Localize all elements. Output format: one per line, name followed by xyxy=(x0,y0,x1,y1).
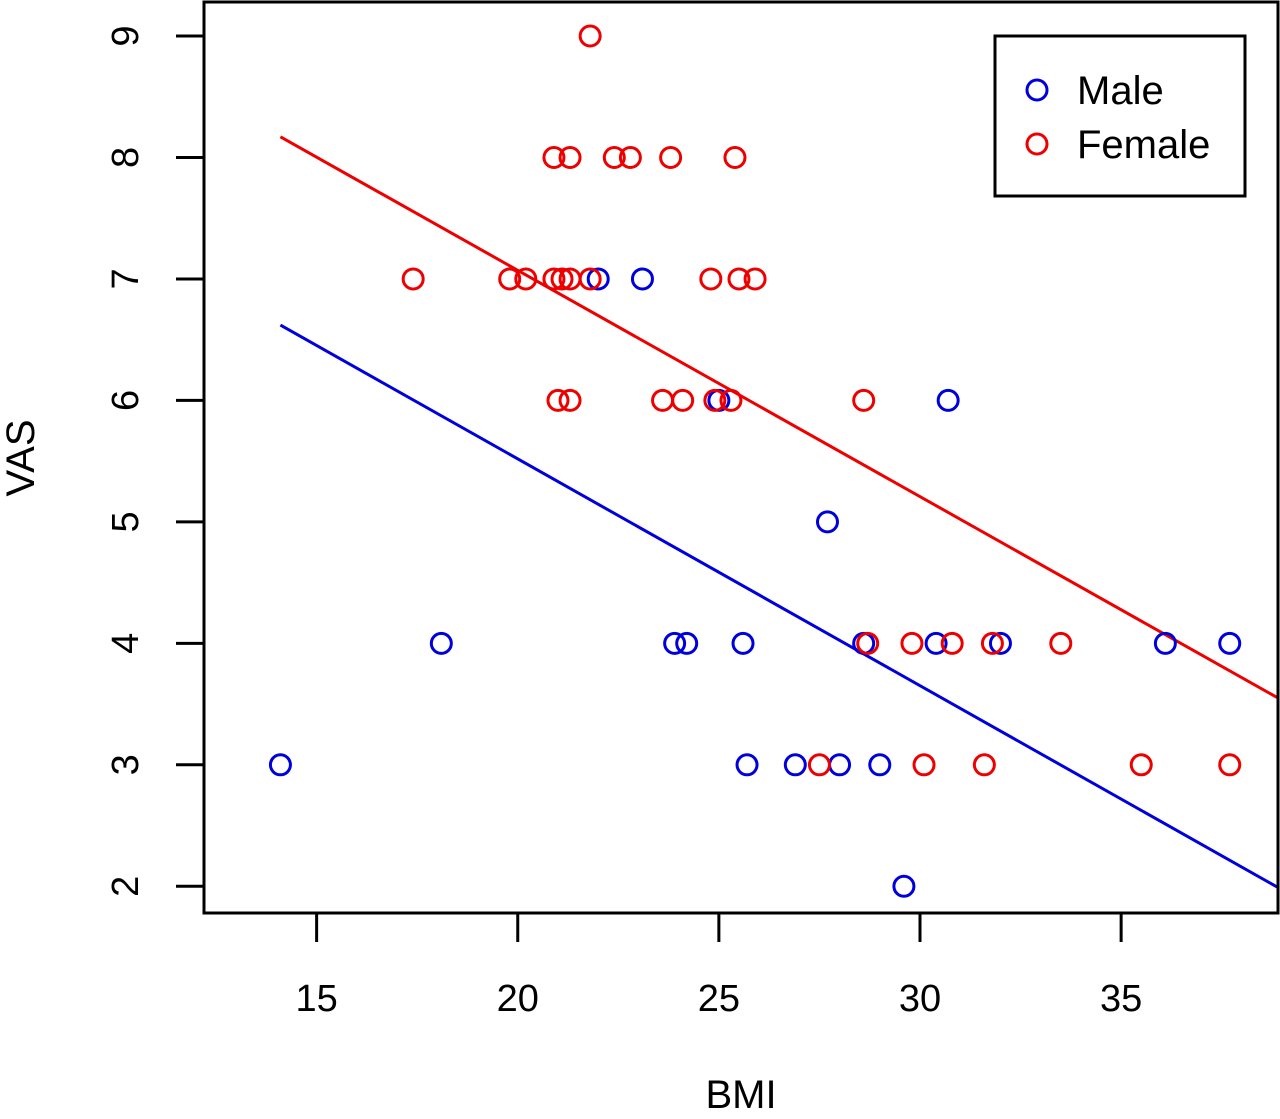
point-female xyxy=(558,388,582,412)
point-female xyxy=(550,267,574,291)
point-male xyxy=(868,753,892,777)
y-tick-label: 2 xyxy=(105,876,147,897)
point-female xyxy=(401,267,425,291)
point-male xyxy=(924,631,948,655)
point-female xyxy=(542,145,566,169)
point-female xyxy=(900,631,924,655)
y-axis: 2 3 4 5 6 7 8 9 xyxy=(105,25,204,897)
legend-box xyxy=(993,34,1247,198)
point-female xyxy=(972,753,996,777)
point-female xyxy=(671,388,695,412)
y-tick-label: 9 xyxy=(105,25,147,46)
point-female xyxy=(578,24,602,48)
fit-line-male xyxy=(279,323,1278,889)
x-axis-title: BMI xyxy=(705,1073,776,1117)
point-female xyxy=(703,388,727,412)
point-male xyxy=(429,631,453,655)
point-female xyxy=(542,267,566,291)
point-female xyxy=(852,388,876,412)
plot-frame xyxy=(202,0,1280,915)
y-tick-label: 7 xyxy=(105,268,147,289)
point-male xyxy=(988,631,1012,655)
point-male xyxy=(731,631,755,655)
point-female xyxy=(1129,753,1153,777)
legend-marker-male xyxy=(1025,78,1049,102)
point-female xyxy=(912,753,936,777)
point-female xyxy=(723,145,747,169)
point-female xyxy=(498,267,522,291)
point-male xyxy=(828,753,852,777)
point-male xyxy=(1218,631,1242,655)
point-female xyxy=(727,267,751,291)
point-female xyxy=(546,388,570,412)
y-tick-label: 5 xyxy=(105,511,147,532)
point-male xyxy=(268,753,292,777)
point-male xyxy=(586,267,610,291)
x-tick-label: 15 xyxy=(295,978,337,1020)
legend: Male Female xyxy=(993,34,1247,198)
point-male xyxy=(892,874,916,898)
x-tick-label: 25 xyxy=(698,978,740,1020)
point-female xyxy=(651,388,675,412)
x-tick-label: 35 xyxy=(1100,978,1142,1020)
point-female xyxy=(980,631,1004,655)
y-tick-label: 8 xyxy=(105,147,147,168)
y-tick-label: 4 xyxy=(105,633,147,654)
fit-lines xyxy=(279,135,1278,889)
point-female xyxy=(659,145,683,169)
x-tick-label: 30 xyxy=(899,978,941,1020)
point-female xyxy=(602,145,626,169)
y-tick-label: 3 xyxy=(105,754,147,775)
point-male xyxy=(630,267,654,291)
point-female xyxy=(1049,631,1073,655)
point-female xyxy=(719,388,743,412)
point-male xyxy=(675,631,699,655)
point-female xyxy=(558,145,582,169)
point-male xyxy=(663,631,687,655)
point-male xyxy=(783,753,807,777)
x-tick-label: 20 xyxy=(497,978,539,1020)
x-axis: 15 20 25 30 35 xyxy=(295,913,1142,1020)
point-male xyxy=(735,753,759,777)
y-tick-label: 6 xyxy=(105,390,147,411)
legend-label-male: Male xyxy=(1077,69,1164,113)
point-male xyxy=(815,510,839,534)
point-female xyxy=(578,267,602,291)
point-female xyxy=(699,267,723,291)
fit-line-female xyxy=(279,135,1278,700)
point-male xyxy=(936,388,960,412)
legend-label-female: Female xyxy=(1077,123,1210,167)
y-axis-title: VAS xyxy=(0,419,43,496)
point-female xyxy=(856,631,880,655)
point-female xyxy=(940,631,964,655)
legend-marker-female xyxy=(1025,132,1049,156)
point-female xyxy=(618,145,642,169)
point-male xyxy=(1153,631,1177,655)
point-female xyxy=(743,267,767,291)
data-points xyxy=(268,24,1242,898)
point-female xyxy=(1218,753,1242,777)
point-female xyxy=(514,267,538,291)
point-female xyxy=(807,753,831,777)
